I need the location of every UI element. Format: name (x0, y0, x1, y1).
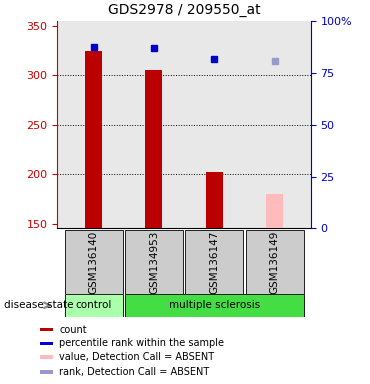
Bar (145, 71, 162, 228)
Bar (85, 51, 102, 228)
Bar (125, 294, 303, 317)
Title: GDS2978 / 209550_at: GDS2978 / 209550_at (108, 3, 260, 17)
Text: control: control (75, 300, 112, 310)
Bar (40, 342, 53, 345)
Text: value, Detection Call = ABSENT: value, Detection Call = ABSENT (59, 352, 215, 362)
Bar (40, 371, 53, 374)
Text: GSM136147: GSM136147 (209, 230, 219, 294)
Text: disease state: disease state (4, 300, 73, 310)
Bar (40, 355, 53, 359)
Bar (65, 294, 122, 317)
Text: GSM136149: GSM136149 (270, 230, 280, 294)
Bar (125, 230, 183, 294)
Bar (206, 172, 223, 228)
Text: rank, Detection Call = ABSENT: rank, Detection Call = ABSENT (59, 367, 209, 377)
Text: percentile rank within the sample: percentile rank within the sample (59, 338, 224, 348)
Bar (246, 230, 303, 294)
Text: multiple sclerosis: multiple sclerosis (169, 300, 260, 310)
Bar (266, 194, 283, 228)
Text: GSM134953: GSM134953 (149, 230, 159, 294)
Text: GSM136140: GSM136140 (88, 230, 98, 294)
Bar (185, 230, 243, 294)
Bar (40, 328, 53, 331)
Bar (65, 230, 122, 294)
Text: count: count (59, 325, 87, 335)
